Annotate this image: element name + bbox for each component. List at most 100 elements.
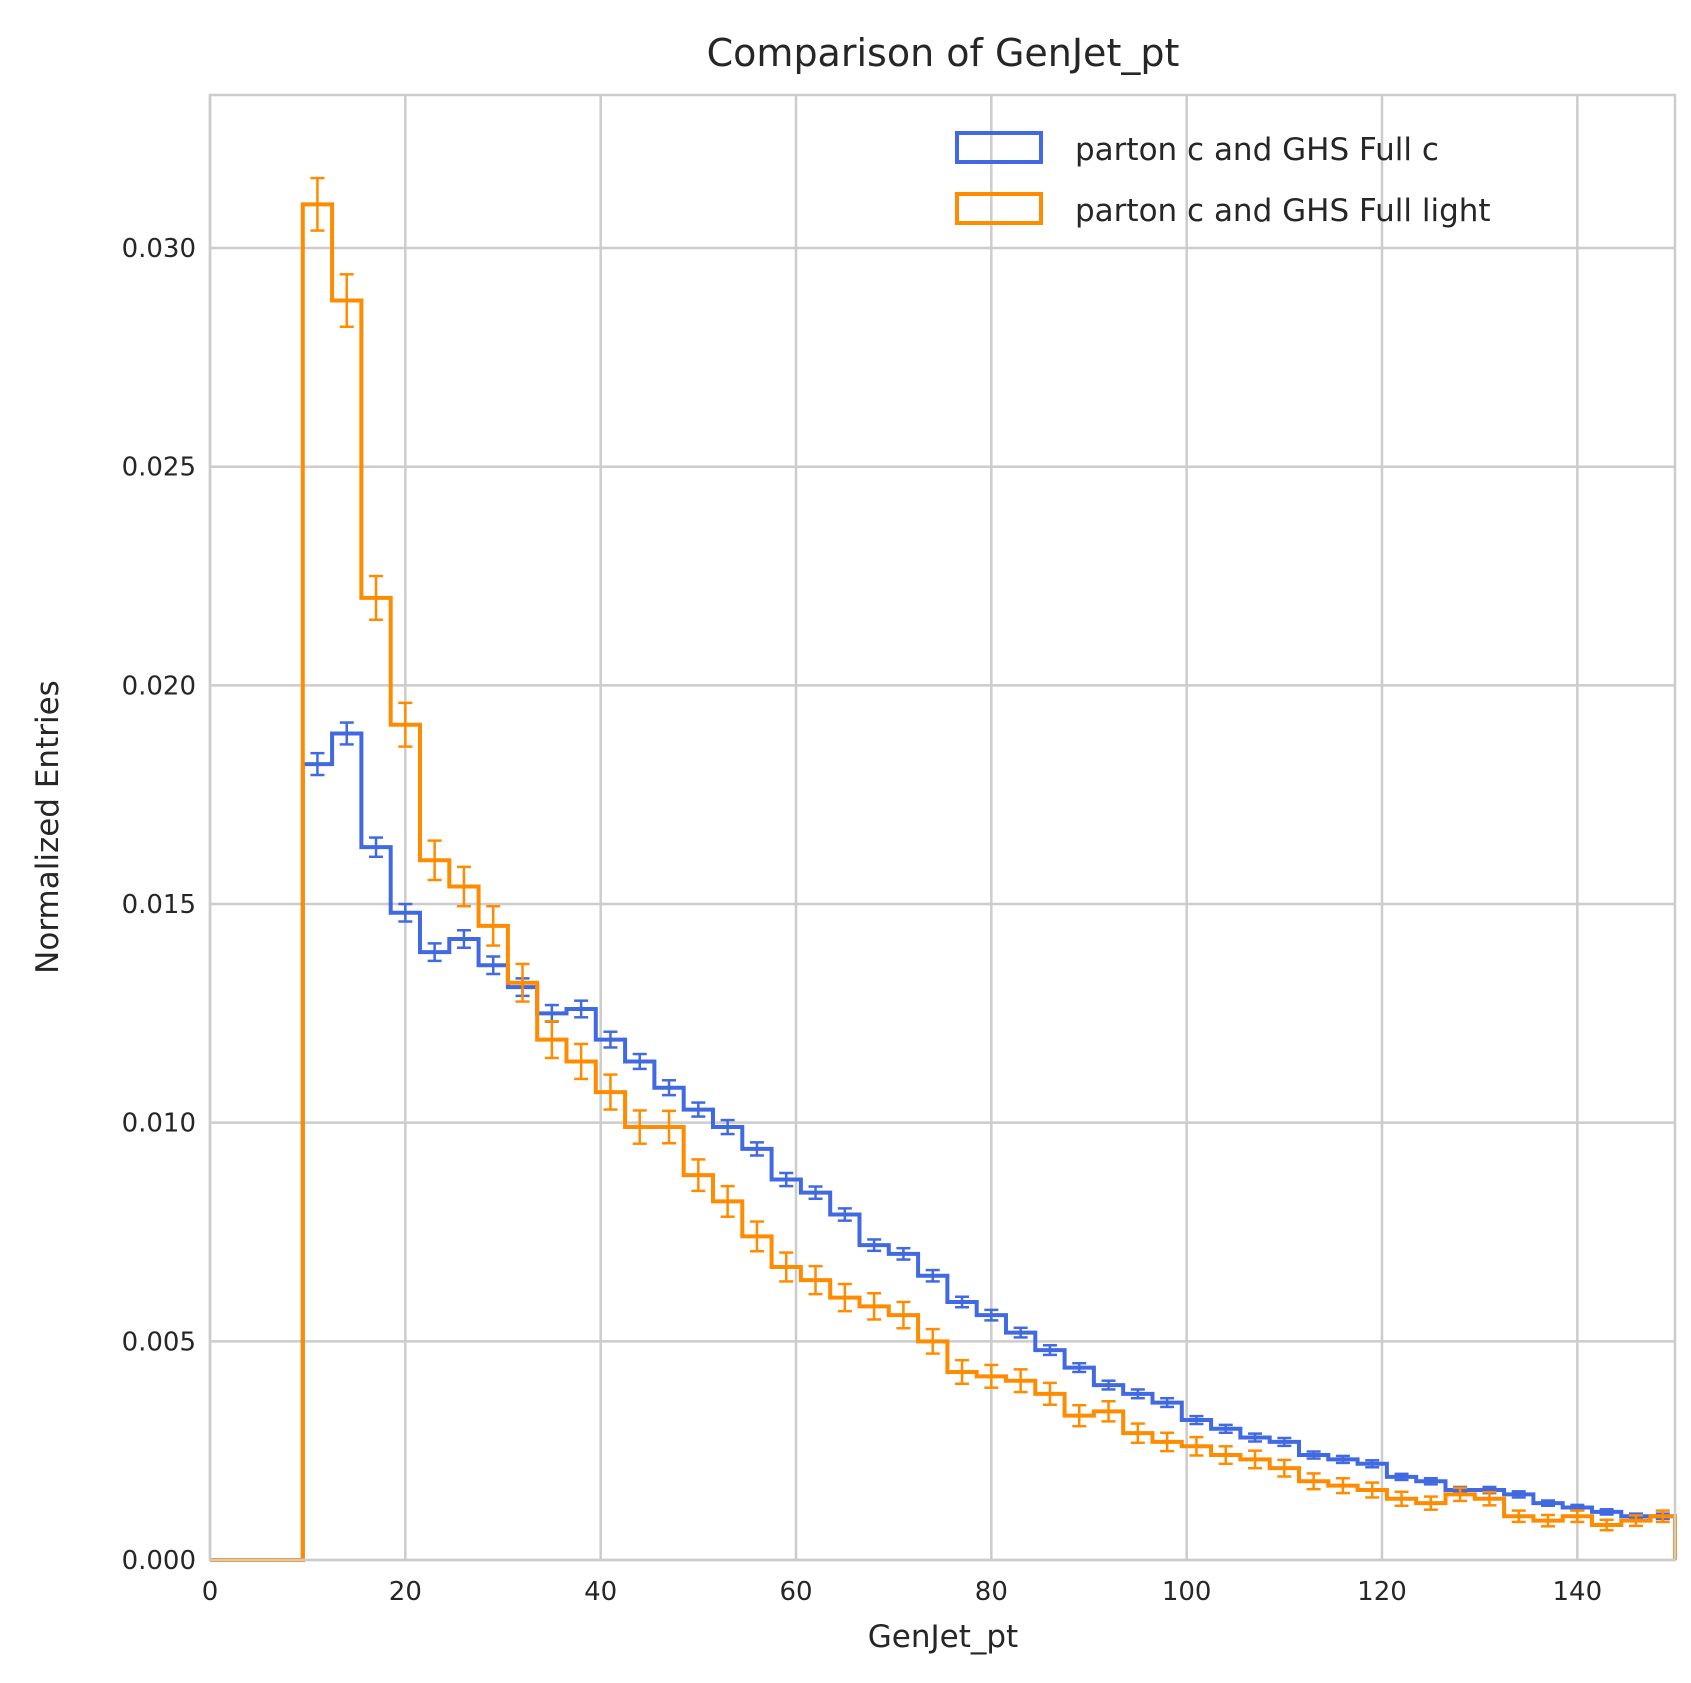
error-bar — [456, 929, 471, 950]
error-bar — [691, 1158, 706, 1193]
error-bar — [486, 904, 501, 947]
y-axis-ticks: 0.000 0.005 0.010 0.015 0.020 0.025 0.030 — [122, 234, 196, 1576]
error-bar — [662, 1079, 677, 1097]
grid — [208, 95, 1675, 1562]
error-bar — [1599, 1518, 1614, 1532]
error-bar — [603, 1030, 618, 1049]
error-bar — [1306, 1472, 1321, 1491]
error-bar — [1453, 1486, 1468, 1503]
error-bar — [867, 1238, 882, 1253]
error-bar — [1423, 1476, 1438, 1486]
error-bar — [574, 1042, 589, 1081]
series-1-step-line — [210, 731, 1677, 1562]
x-tick-label: 20 — [389, 1577, 422, 1607]
error-bar — [955, 1358, 970, 1386]
chart-title: Comparison of GenJet_pt — [707, 31, 1180, 75]
error-bar — [1218, 1445, 1233, 1466]
y-tick-label: 0.010 — [122, 1109, 196, 1139]
error-bar — [1541, 1499, 1556, 1508]
plot-frame — [208, 93, 1677, 1562]
error-bar — [1248, 1432, 1263, 1443]
error-bar — [398, 701, 413, 748]
error-bar — [662, 1109, 677, 1145]
series-2 — [210, 176, 1677, 1562]
y-tick-label: 0.020 — [122, 671, 196, 701]
error-bar — [925, 1268, 940, 1283]
error-bar — [1248, 1449, 1263, 1470]
error-bar — [1101, 1379, 1116, 1391]
error-bar — [779, 1171, 794, 1188]
error-bar — [1570, 1509, 1585, 1524]
error-bar — [1511, 1509, 1526, 1524]
error-bar — [603, 1073, 618, 1111]
error-bar — [837, 1207, 852, 1222]
error-bar — [984, 1308, 999, 1322]
error-bar — [1013, 1326, 1028, 1339]
error-bar — [1130, 1388, 1145, 1400]
error-bar — [574, 999, 589, 1019]
error-bar — [955, 1295, 970, 1309]
error-bar — [369, 574, 384, 622]
legend-label-series-2: parton c and GHS Full light — [1075, 193, 1491, 229]
x-tick-label: 40 — [584, 1577, 617, 1607]
error-bar — [369, 836, 384, 859]
error-bar — [1423, 1495, 1438, 1511]
x-tick-label: 120 — [1357, 1577, 1407, 1607]
error-bar — [1511, 1490, 1526, 1499]
error-bar — [1042, 1381, 1057, 1407]
y-tick-label: 0.015 — [122, 890, 196, 920]
error-bar — [896, 1246, 911, 1261]
error-bar — [896, 1300, 911, 1330]
x-tick-label: 100 — [1162, 1577, 1212, 1607]
error-bar — [1365, 1459, 1380, 1469]
error-bar — [310, 751, 325, 777]
error-bar — [867, 1291, 882, 1321]
x-tick-label: 60 — [779, 1577, 812, 1607]
error-bar — [1541, 1513, 1556, 1528]
y-tick-label: 0.025 — [122, 453, 196, 483]
y-tick-label: 0.005 — [122, 1327, 196, 1357]
error-bar — [515, 962, 530, 1003]
x-axis-label: GenJet_pt — [868, 1619, 1018, 1655]
series-2-step-line — [210, 202, 1677, 1562]
error-bar — [720, 1118, 735, 1136]
error-bar — [837, 1282, 852, 1313]
error-bar — [1130, 1422, 1145, 1445]
error-bar — [925, 1327, 940, 1355]
x-axis-ticks: 0 20 40 60 80 100 120 140 — [202, 1577, 1602, 1607]
error-bar — [398, 902, 413, 923]
error-bar — [310, 176, 325, 232]
error-bar — [1013, 1368, 1028, 1394]
error-bar — [1306, 1450, 1321, 1460]
x-tick-label: 0 — [202, 1577, 219, 1607]
series-layer — [210, 176, 1677, 1562]
error-bar — [339, 273, 354, 329]
error-bar — [1482, 1490, 1497, 1507]
error-bar — [1277, 1436, 1292, 1448]
legend-swatch-series-2 — [955, 192, 1043, 225]
error-bar — [632, 1052, 647, 1071]
error-bar — [1189, 1414, 1204, 1426]
error-bar — [632, 1109, 647, 1145]
x-tick-label: 80 — [975, 1577, 1008, 1607]
y-tick-label: 0.030 — [122, 234, 196, 264]
y-tick-label: 0.000 — [122, 1546, 196, 1576]
error-bar — [427, 942, 442, 963]
error-bar — [749, 1141, 764, 1157]
error-bar — [1335, 1454, 1350, 1465]
error-bar — [1394, 1490, 1409, 1508]
legend-label-series-1: parton c and GHS Full c — [1075, 132, 1439, 168]
error-bar — [1072, 1403, 1087, 1428]
error-bar — [1655, 1509, 1670, 1524]
error-bar — [1160, 1431, 1175, 1453]
error-bar — [1160, 1396, 1175, 1409]
error-bar — [1218, 1423, 1233, 1434]
legend-swatch-series-1 — [955, 131, 1043, 164]
error-bar — [1335, 1476, 1350, 1495]
error-bar — [720, 1184, 735, 1218]
error-bar — [1042, 1344, 1057, 1357]
y-axis-label: Normalized Entries — [30, 680, 66, 974]
legend: parton c and GHS Full c parton c and GHS… — [955, 131, 1491, 229]
error-bar — [691, 1101, 706, 1118]
